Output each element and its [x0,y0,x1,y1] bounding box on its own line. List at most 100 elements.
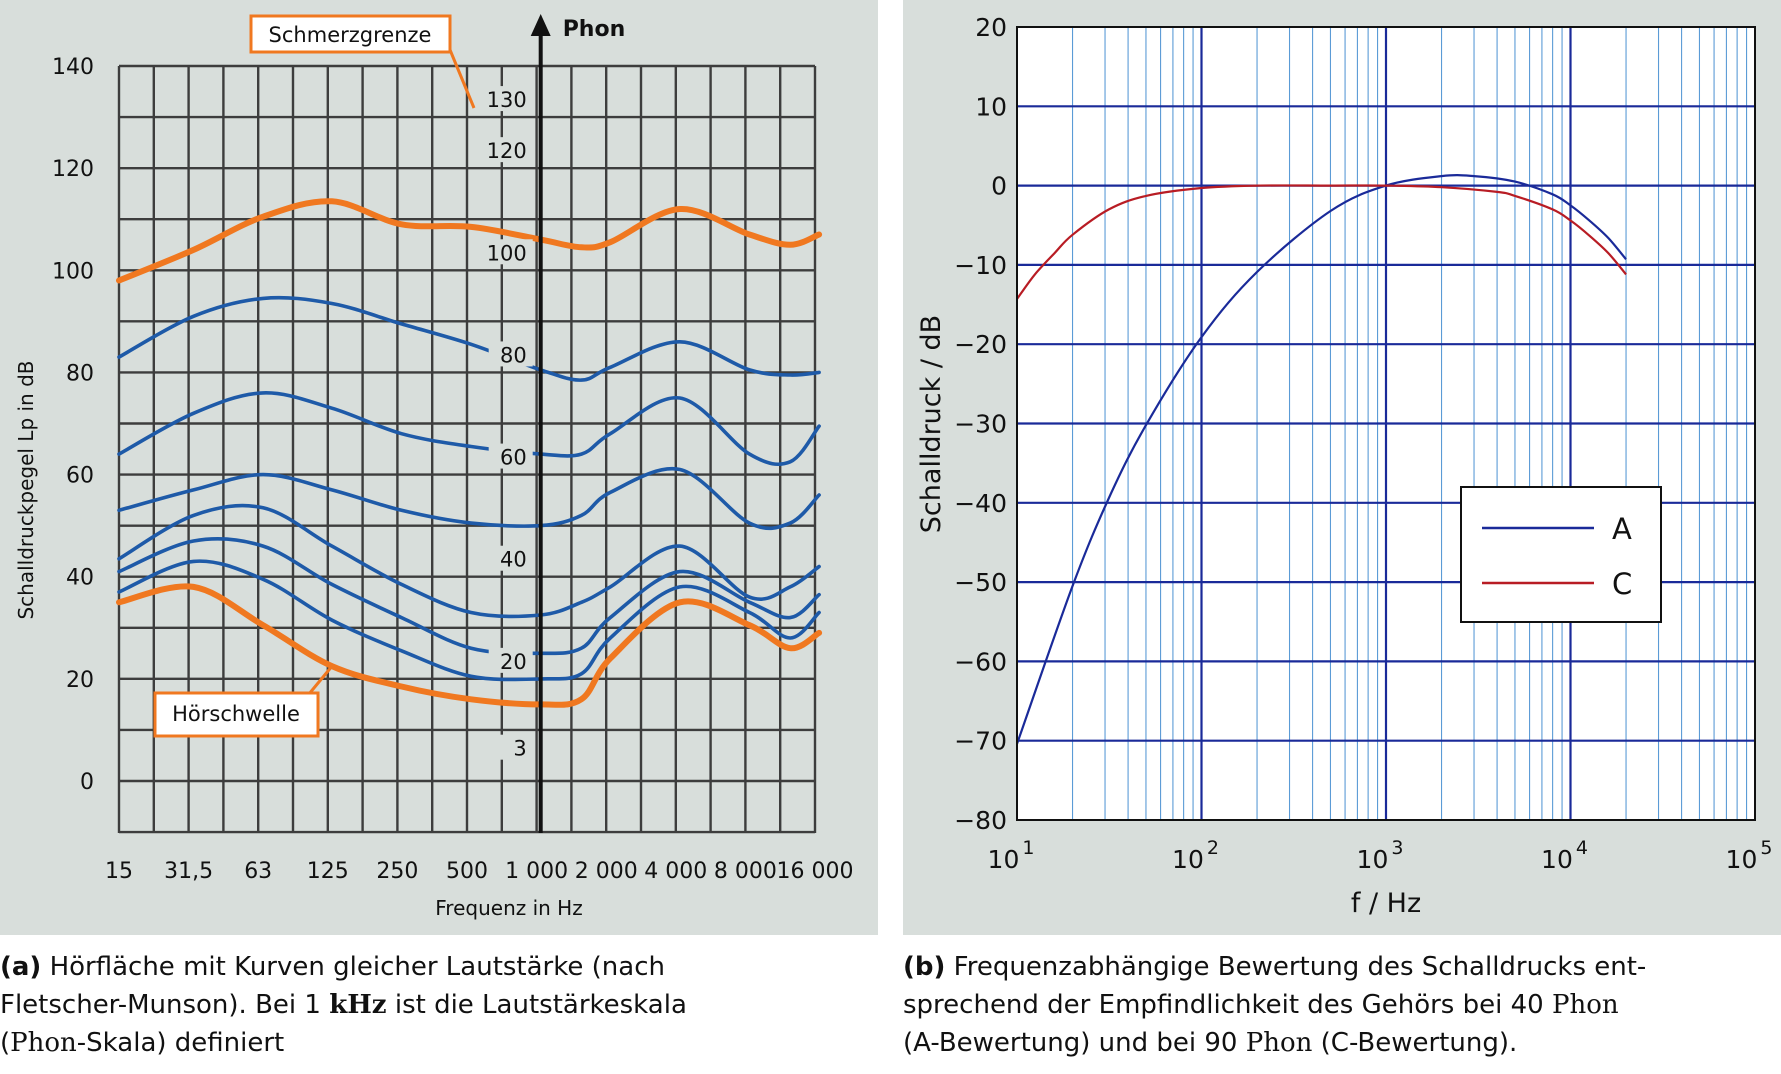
panel-a-phon-labels: 130 120 100 80 60 40 20 3 [487,86,533,761]
x-tick-label: 1 000 [505,859,568,884]
caption-a-line3-post: -Skala) definiert [76,1028,285,1058]
x-tick-label: 63 [244,859,272,884]
phon-value-label: 130 [487,88,527,112]
c-weighting-curve [1016,184,1627,300]
y-tick-label: 20 [66,668,94,693]
y-tick-label: −30 [954,410,1007,439]
panel-a: Phon 140 120 100 80 60 40 20 0 15 31,5 63 125 250 500… [0,0,878,935]
legend-label-a: A [1612,512,1632,546]
y-tick-label: 80 [66,361,94,386]
y-tick-label: 100 [52,259,94,284]
caption-b: (b) Frequenzabhängige Bewertung des Scha… [903,948,1781,1062]
x-tick-label: 10 4 [1541,837,1588,874]
caption-b-line2-pre: sprechend der Empfindlichkeit des Gehörs… [903,990,1552,1020]
equal-loudness-curve [117,466,821,531]
phon-value-label: 80 [500,343,527,367]
caption-b-line3-pre: (A-Bewertung) und bei 90 [903,1028,1246,1058]
x-tick-label: 8 000 [714,859,777,884]
y-tick-label: −40 [954,489,1007,518]
equal-loudness-curve [117,536,821,656]
phon-label-bg [488,545,533,571]
caption-a-tag: (a) [0,952,42,982]
equal-loudness-curve [117,559,821,682]
pain-callout-box [249,14,452,54]
x-tick-label: 10 3 [1357,837,1404,874]
x-tick-label: 15 [105,859,133,884]
y-tick-label: 0 [991,172,1007,201]
caption-b-unit-phon-2: Phon [1245,1028,1313,1058]
panel-b-grid [1017,27,1755,820]
panel-b-x-axis-title: f / Hz [1351,888,1421,919]
panel-b-y-axis-title: Schalldruck / dB [916,315,947,533]
panel-a-callouts: Schmerzgrenze Hörschwelle [153,14,476,738]
panel-a-x-axis-title: Frequenz in Hz [435,896,582,920]
y-tick-label: 140 [52,55,94,80]
y-tick-label: 120 [52,157,94,182]
pain-callout-leader [446,44,476,109]
legend-label-c: C [1612,567,1632,601]
hearing-threshold-curve [116,583,823,708]
panel-a-y-axis-title: Schalldruckpegel Lp in dB [14,360,38,619]
panel-b-plot-frame [1016,26,1756,821]
phon-label-bg [488,647,533,673]
y-tick-label: 60 [66,464,94,489]
a-weighting-curve [1015,174,1627,745]
x-tick-label: 4 000 [644,859,707,884]
y-tick-label: −20 [954,330,1007,359]
phon-value-label: 40 [500,548,527,572]
caption-a-line2-pre: Fletscher-Munson). Bei 1 [0,990,330,1020]
panel-b-legend: A C [1460,486,1662,623]
y-tick-label: 20 [975,13,1007,42]
y-tick-label: −70 [954,727,1007,756]
y-tick-label: −60 [954,647,1007,676]
x-tick-label: 2 000 [575,859,638,884]
x-tick-label: 10 1 [988,837,1035,874]
caption-a: (a) Hörfläche mit Kurven gleicher Lautst… [0,948,878,1062]
phon-label-bg [488,137,533,163]
x-tick-label: 10 5 [1726,837,1773,874]
pain-threshold-curve [116,198,823,284]
panel-a-phon-axis: Phon [530,14,626,833]
phon-value-label: 20 [500,650,527,674]
caption-b-unit-phon-1: Phon [1551,990,1619,1020]
equal-loudness-curve [117,391,821,467]
x-tick-label: 16 000 [777,859,854,884]
phon-label-bg [488,341,533,367]
panel-a-curves [116,198,823,708]
phon-value-label: 3 [513,737,526,761]
caption-b-tag: (b) [903,952,946,982]
threshold-callout-box [153,691,320,738]
y-tick-label: 0 [80,770,94,795]
panel-a-tick-labels: 140 120 100 80 60 40 20 0 15 31,5 63 125 250 500 1 000… [52,55,853,884]
phon-label-bg [488,734,533,760]
caption-a-line1: Hörfläche mit Kurven gleicher Lautstärke… [41,952,665,982]
pain-callout-label: Schmerzgrenze [269,23,432,47]
caption-b-line1: Frequenzabhängige Bewertung des Schalldr… [945,952,1647,982]
phon-axis-arrow-icon [530,14,551,36]
phon-value-label: 60 [500,446,527,470]
panel-b-curves [1015,174,1627,745]
y-tick-label: −80 [954,806,1007,835]
y-tick-label: 10 [975,92,1007,121]
caption-b-line3-post: (C-Bewertung). [1312,1028,1518,1058]
phon-label-bg [488,86,533,112]
x-tick-label: 500 [446,859,488,884]
caption-a-line2-post: ist die Lautstärkeskala [386,990,687,1020]
y-tick-label: 40 [66,566,94,591]
phon-label-bg [488,239,533,265]
phon-axis-label: Phon [563,17,626,42]
caption-a-line3-pre: ( [0,1028,11,1058]
equal-loudness-curve [117,503,821,619]
panel-a-background [0,0,878,935]
phon-value-label: 120 [487,139,527,163]
x-tick-label: 250 [376,859,418,884]
y-tick-label: −50 [954,568,1007,597]
phon-value-label: 100 [487,241,527,265]
caption-a-unit-phon: Phon [10,1028,77,1058]
y-tick-label: −10 [954,251,1007,280]
legend-box [1460,486,1662,623]
x-tick-label: 125 [307,859,349,884]
